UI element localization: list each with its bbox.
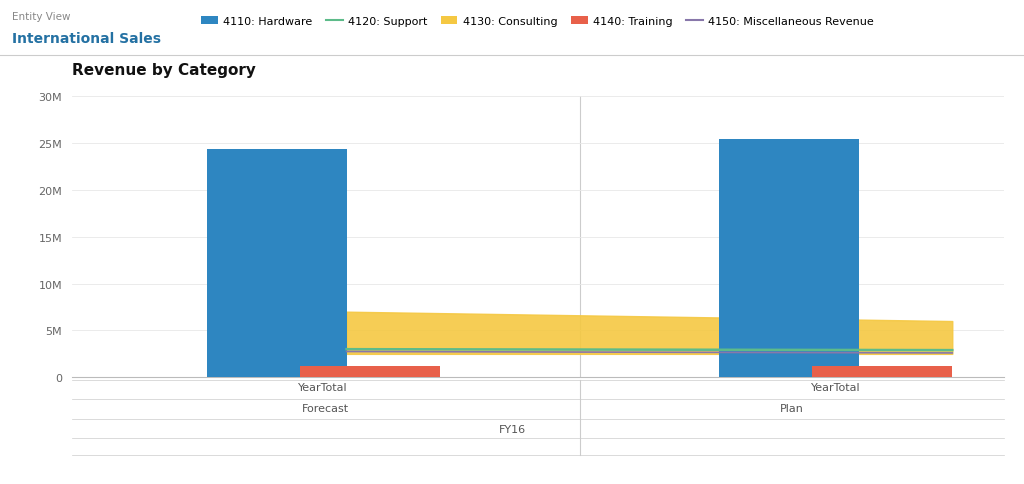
- Bar: [207, 150, 346, 378]
- Text: FY16: FY16: [499, 424, 525, 434]
- Bar: [300, 366, 439, 378]
- Bar: [719, 140, 859, 378]
- Text: YearTotal: YearTotal: [811, 382, 860, 392]
- Text: Entity View: Entity View: [12, 12, 71, 22]
- Text: Forecast: Forecast: [302, 403, 349, 413]
- Text: YearTotal: YearTotal: [298, 382, 348, 392]
- Legend: 4110: Hardware, 4120: Support, 4130: Consulting, 4140: Training, 4150: Miscellan: 4110: Hardware, 4120: Support, 4130: Con…: [197, 13, 879, 31]
- Text: Revenue by Category: Revenue by Category: [72, 63, 256, 78]
- Bar: [812, 366, 952, 378]
- Text: International Sales: International Sales: [12, 31, 162, 45]
- Text: Plan: Plan: [779, 403, 804, 413]
